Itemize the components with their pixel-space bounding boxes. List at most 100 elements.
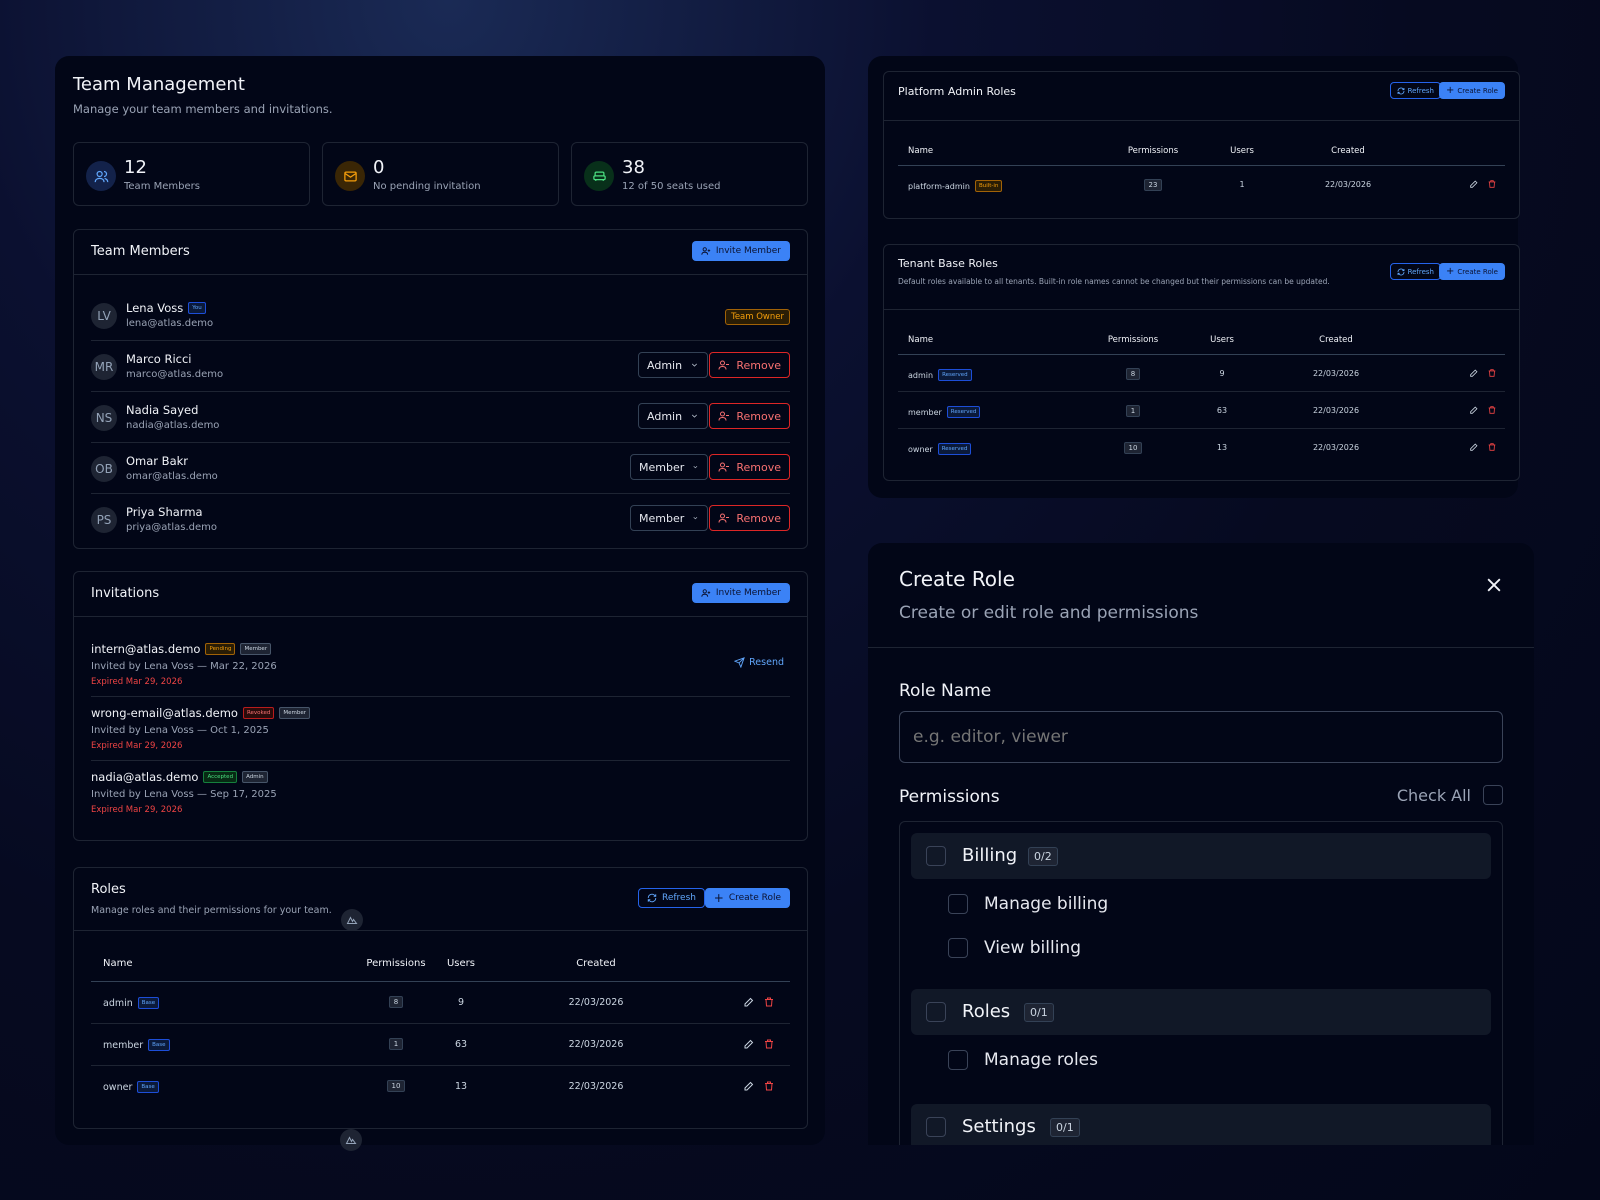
created-date: 22/03/2026 xyxy=(1324,180,1372,189)
trash-icon[interactable] xyxy=(763,1080,775,1095)
role-name: owner xyxy=(103,1081,133,1093)
status-badge: Pending xyxy=(205,643,236,655)
card-title: Platform Admin Roles xyxy=(898,85,1016,98)
trash-icon[interactable] xyxy=(1487,405,1497,417)
remove-member-button[interactable]: Remove xyxy=(709,454,790,480)
check-all[interactable]: Check All xyxy=(1397,785,1503,805)
users-count: 63 xyxy=(1216,406,1228,415)
trash-icon[interactable] xyxy=(763,1038,775,1053)
refresh-button[interactable]: Refresh xyxy=(638,888,705,908)
permission-checkbox[interactable] xyxy=(948,894,968,914)
invitation-email: intern@atlas.demo xyxy=(91,642,201,656)
edit-icon[interactable] xyxy=(743,1038,755,1053)
role-name: admin xyxy=(908,370,934,380)
role-name-input[interactable] xyxy=(899,711,1503,763)
permission-item[interactable]: View billing xyxy=(948,938,1081,958)
table-header: Name Permissions Users Created xyxy=(898,136,1505,166)
invitations-card: Invitations Invite Member intern@atlas.d… xyxy=(73,571,808,841)
permission-group-settings[interactable]: Settings 0/1 xyxy=(911,1104,1491,1145)
user-minus-icon xyxy=(718,513,730,523)
permission-item[interactable]: Manage billing xyxy=(948,894,1108,914)
permission-group-roles[interactable]: Roles 0/1 xyxy=(911,989,1491,1035)
group-checkbox[interactable] xyxy=(926,1002,946,1022)
resend-button[interactable]: Resend xyxy=(734,657,784,668)
role-tag: Built-in xyxy=(974,180,1003,192)
table-row: platform-admin Built-in 23 1 22/03/2026 xyxy=(898,168,1505,202)
edit-icon[interactable] xyxy=(1469,405,1479,417)
stat-card-seats: 38 12 of 50 seats used xyxy=(571,142,808,206)
edit-icon[interactable] xyxy=(1469,179,1479,191)
role-badge: Member xyxy=(240,643,272,655)
expired-date: Expired Mar 29, 2026 xyxy=(91,805,183,815)
created-date: 22/03/2026 xyxy=(1312,443,1360,452)
expired-date: Expired Mar 29, 2026 xyxy=(91,677,183,687)
create-role-button[interactable]: + Create Role xyxy=(1439,263,1505,280)
plus-icon: + xyxy=(713,891,724,905)
role-name: member xyxy=(103,1039,144,1051)
role-select[interactable]: Member xyxy=(630,505,708,531)
remove-member-button[interactable]: Remove xyxy=(709,403,790,429)
role-select[interactable]: Admin xyxy=(638,403,708,429)
avatar: PS xyxy=(91,507,117,533)
card-title: Team Members xyxy=(91,244,190,259)
group-checkbox[interactable] xyxy=(926,846,946,866)
table-row: owner Base 10 13 22/03/2026 xyxy=(91,1067,790,1108)
member-row: PS Priya Sharma priya@atlas.demo Member … xyxy=(91,499,790,545)
role-select[interactable]: Admin xyxy=(638,352,708,378)
card-title: Invitations xyxy=(91,586,160,601)
permissions-count: 1 xyxy=(388,1038,404,1050)
role-badge: Admin xyxy=(242,771,268,783)
plus-icon: + xyxy=(1446,266,1455,277)
check-all-checkbox[interactable] xyxy=(1483,785,1503,805)
trash-icon[interactable] xyxy=(1487,442,1497,454)
remove-member-button[interactable]: Remove xyxy=(709,505,790,531)
remove-member-button[interactable]: Remove xyxy=(709,352,790,378)
group-checkbox[interactable] xyxy=(926,1117,946,1137)
permission-group-billing[interactable]: Billing 0/2 xyxy=(911,833,1491,879)
permission-checkbox[interactable] xyxy=(948,1050,968,1070)
users-icon xyxy=(86,161,116,191)
status-badge: Revoked xyxy=(242,707,275,719)
create-role-button[interactable]: + Create Role xyxy=(1439,82,1505,99)
stat-value: 12 xyxy=(124,157,147,178)
invited-by: Invited by Lena Voss — Oct 1, 2025 xyxy=(91,725,269,736)
invite-member-button[interactable]: Invite Member xyxy=(691,583,790,603)
permissions-count: 10 xyxy=(386,1080,406,1092)
edit-icon[interactable] xyxy=(743,996,755,1011)
trash-icon[interactable] xyxy=(763,996,775,1011)
table-header: Name Permissions Users Created xyxy=(898,325,1505,355)
member-email: marco@atlas.demo xyxy=(126,369,224,380)
expired-date: Expired Mar 29, 2026 xyxy=(91,741,183,751)
team-management-panel: Team Management Manage your team members… xyxy=(55,56,825,1151)
user-plus-icon xyxy=(701,247,711,255)
invite-member-button[interactable]: Invite Member xyxy=(691,241,790,261)
permissions-count: 23 xyxy=(1143,179,1163,191)
create-role-button[interactable]: + Create Role xyxy=(704,888,790,908)
trash-icon[interactable] xyxy=(1487,368,1497,380)
avatar: LV xyxy=(91,303,117,329)
user-minus-icon xyxy=(718,360,730,370)
edit-icon[interactable] xyxy=(1469,442,1479,454)
avatar: OB xyxy=(91,456,117,482)
created-date: 22/03/2026 xyxy=(568,997,624,1008)
member-email: nadia@atlas.demo xyxy=(126,420,220,431)
role-select[interactable]: Member xyxy=(630,454,708,480)
permission-checkbox[interactable] xyxy=(948,938,968,958)
edit-icon[interactable] xyxy=(743,1080,755,1095)
refresh-button[interactable]: Refresh xyxy=(1389,263,1441,280)
trash-icon[interactable] xyxy=(1487,179,1497,191)
roles-card: Roles Manage roles and their permissions… xyxy=(73,867,808,1129)
stat-value: 38 xyxy=(622,157,645,178)
edit-icon[interactable] xyxy=(1469,368,1479,380)
permissions-label: Permissions xyxy=(899,787,1000,807)
refresh-button[interactable]: Refresh xyxy=(1389,82,1441,99)
close-icon[interactable] xyxy=(1484,575,1504,599)
user-plus-icon xyxy=(701,589,711,597)
chevron-down-icon xyxy=(692,414,698,418)
permission-item[interactable]: Manage roles xyxy=(948,1050,1098,1070)
created-date: 22/03/2026 xyxy=(1312,369,1360,378)
member-name: Marco Ricci xyxy=(126,352,192,366)
role-name: owner xyxy=(908,444,933,454)
users-count: 9 xyxy=(1219,369,1225,378)
invitation-row: wrong-email@atlas.demo Revoked Member In… xyxy=(91,704,790,761)
